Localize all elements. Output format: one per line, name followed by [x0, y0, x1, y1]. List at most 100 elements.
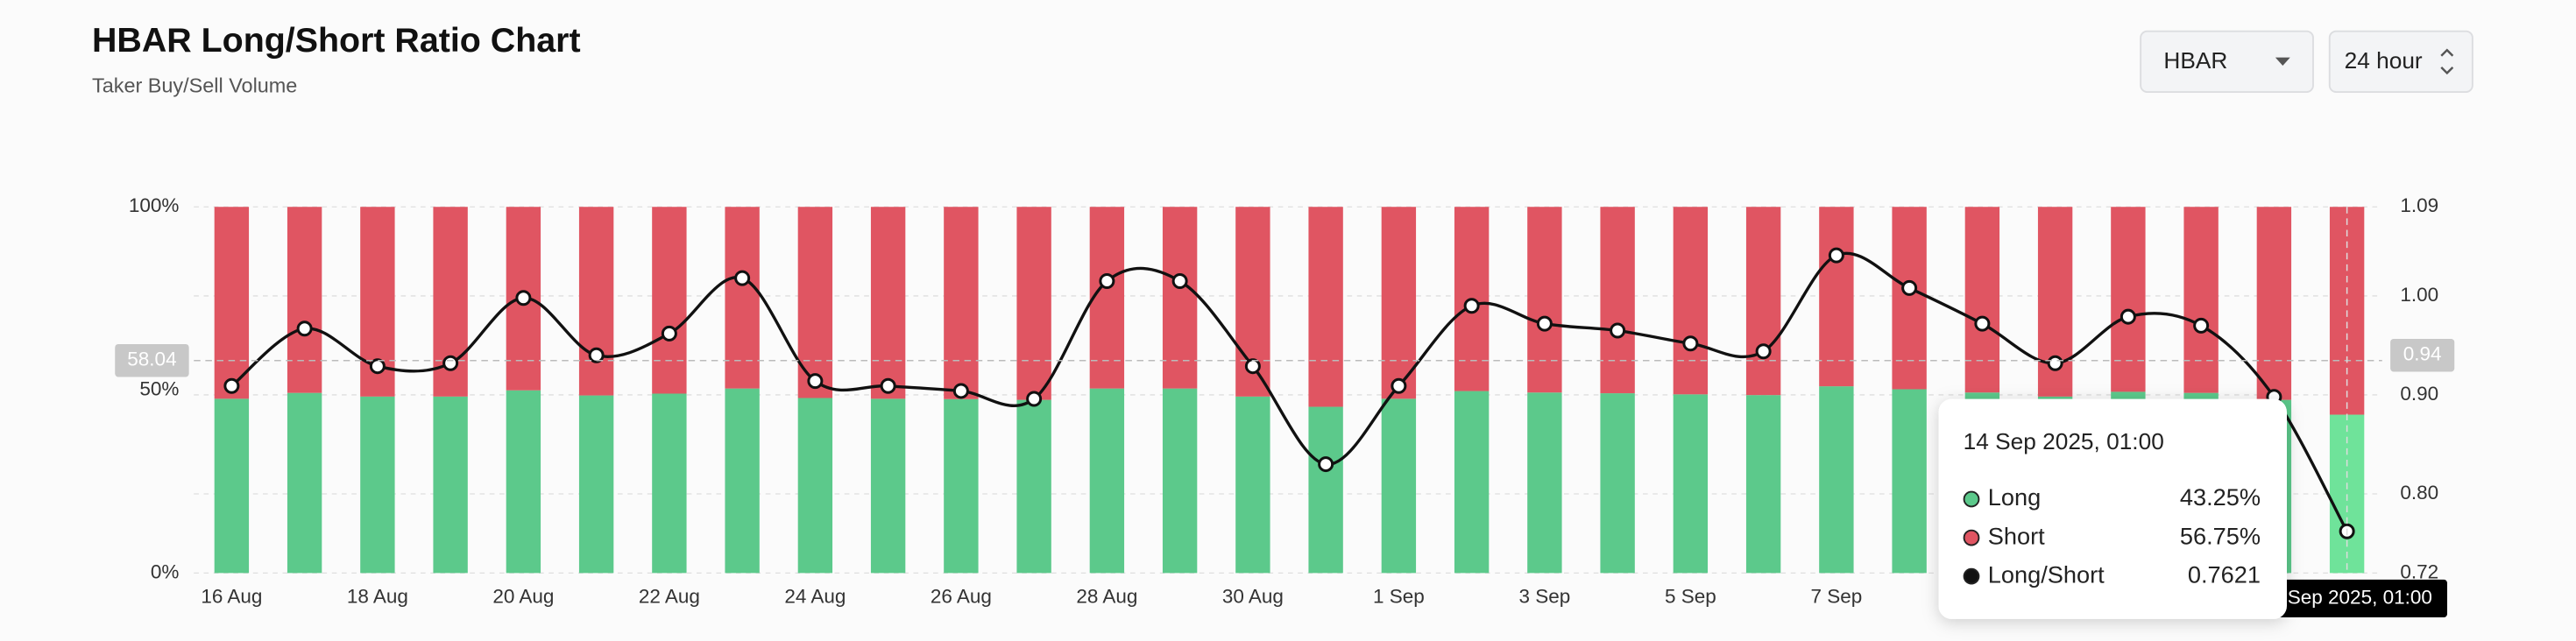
bar-long	[1819, 386, 1854, 574]
bar-short	[2256, 207, 2292, 400]
bar-short	[1819, 207, 1854, 387]
ratio-point	[1244, 358, 1261, 375]
bar-short	[652, 207, 687, 394]
ratio-point	[369, 358, 386, 375]
x-tick-label: 16 Aug	[201, 585, 262, 607]
bar-long	[1527, 392, 1562, 574]
symbol-select-label: HBAR	[2163, 47, 2227, 74]
bar-short	[1016, 207, 1051, 400]
ratio-point	[1901, 279, 1918, 296]
ratio-point	[1828, 247, 1844, 264]
bar-long	[360, 396, 395, 574]
tooltip-swatch	[1963, 567, 1980, 585]
crosshair-x-label: 14 Sep 2025, 01:00	[2260, 586, 2431, 608]
bar-long	[287, 392, 322, 574]
bar-short	[944, 207, 979, 399]
bar-long	[578, 395, 614, 574]
bar-long	[1454, 391, 1490, 574]
ratio-point	[1536, 315, 1553, 332]
ratio-point	[588, 347, 605, 363]
ratio-point	[734, 270, 751, 286]
bar-long	[1745, 395, 1781, 574]
ratio-point	[296, 320, 313, 337]
ratio-point	[1318, 456, 1334, 473]
tooltip-series-name: Long/Short	[1988, 560, 2105, 588]
ratio-point	[1463, 298, 1480, 314]
chart-subtitle: Taker Buy/Sell Volume	[92, 74, 297, 97]
bar-long	[725, 388, 760, 574]
interval-select-label: 24 hour	[2345, 47, 2423, 74]
bar-short	[1089, 207, 1125, 389]
bar-short	[1745, 207, 1781, 396]
y2-tick-label: 0.72	[2400, 560, 2438, 582]
x-tick-label: 7 Sep	[1810, 585, 1862, 607]
bar-long	[1381, 398, 1417, 574]
bar-short	[725, 207, 760, 389]
stepper-arrows	[2440, 48, 2454, 75]
x-tick-label: 18 Aug	[347, 585, 408, 607]
bar-long	[214, 398, 250, 574]
ratio-point	[1755, 343, 1772, 360]
tooltip-swatch	[1963, 490, 1980, 508]
ratio-point	[2047, 355, 2063, 371]
bar-long	[1892, 389, 1927, 574]
bar-long	[1089, 388, 1125, 574]
x-tick-label: 30 Aug	[1222, 585, 1284, 607]
tooltip-value: 56.75%	[2180, 522, 2261, 549]
crosshair-y-badge	[115, 343, 189, 377]
chart-title: HBAR Long/Short Ratio Chart	[92, 21, 581, 60]
tooltip-series-name: Long	[1988, 483, 2041, 511]
bar-long	[944, 398, 979, 574]
ratio-point	[952, 383, 969, 399]
ratio-point	[223, 377, 240, 394]
y-tick-label: 100%	[129, 194, 180, 216]
bar-long	[1600, 393, 1635, 574]
bar-short	[1381, 207, 1417, 399]
bar-long	[433, 396, 468, 574]
ratio-point	[1099, 273, 1115, 290]
bar-short	[2111, 207, 2146, 392]
y2-tick-label: 0.90	[2400, 383, 2438, 405]
y-tick-label: 0%	[151, 560, 180, 582]
ratio-point	[661, 325, 677, 342]
ratio-point	[1026, 391, 1043, 407]
bar-long	[652, 393, 687, 574]
y2-tick-label: 0.80	[2400, 482, 2438, 504]
crosshair-x-badge	[2245, 579, 2447, 617]
plot-area: 0.72 0.80 0.90 1.00 1.09 0% 50% 100% 16 Aug 18 Au…	[115, 194, 2455, 619]
bar-long	[1308, 406, 1343, 574]
dropdown-arrow	[2275, 57, 2290, 67]
ratio-point	[1391, 377, 1407, 394]
x-tick-label: 28 Aug	[1076, 585, 1137, 607]
x-tick-label: 24 Aug	[784, 585, 846, 607]
bar-short	[214, 207, 250, 399]
bar-short	[578, 207, 614, 396]
bar-long	[1673, 394, 1709, 574]
tooltip: 14 Sep 2025, 01:00 Long 43.25% Short 56.75% L…	[1938, 398, 2287, 619]
crosshair-y2-label: 0.94	[2403, 343, 2442, 365]
crosshair-y-label: 58.04	[127, 349, 176, 370]
x-tick-label: 3 Sep	[1518, 585, 1570, 607]
bar-short	[1964, 207, 2000, 393]
interval-select[interactable]	[2328, 30, 2473, 93]
x-tick-label: 26 Aug	[931, 585, 992, 607]
y-tick-label: 50%	[139, 377, 179, 399]
bar-short	[2183, 207, 2219, 393]
tooltip-value: 0.7621	[2188, 560, 2261, 588]
tooltip-value: 43.25%	[2180, 483, 2261, 511]
bar-short	[1527, 207, 1562, 393]
symbol-select[interactable]	[2140, 30, 2314, 93]
tooltip-box	[1938, 398, 2287, 619]
y2-tick-label: 1.09	[2400, 194, 2438, 216]
tooltip-swatch	[1963, 529, 1980, 546]
x-tick-label: 20 Aug	[492, 585, 554, 607]
bar-short	[1600, 207, 1635, 394]
bar-short	[1673, 207, 1709, 395]
ratio-point	[1974, 315, 1991, 332]
tooltip-title: 14 Sep 2025, 01:00	[1964, 428, 2164, 454]
ratio-point	[880, 377, 896, 394]
ratio-point	[1610, 322, 1626, 339]
bar-short	[870, 207, 906, 399]
